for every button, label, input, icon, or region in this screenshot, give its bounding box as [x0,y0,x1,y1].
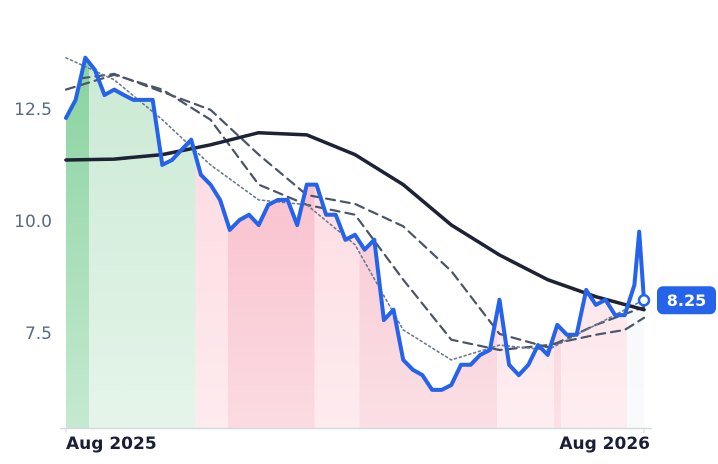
x-tick-label: Aug 2025 [66,434,157,454]
axes: 7.5 10.0 12.5 Aug 2025 Aug 2026 8.25 [14,100,716,454]
y-tick-label: 7.5 [25,324,52,344]
x-tick-label: Aug 2026 [559,434,650,454]
y-tick-label: 10.0 [14,212,52,232]
lines [64,55,646,392]
y-tick-label: 12.5 [14,100,52,120]
value-badge [657,286,716,315]
value-badge-label: 8.25 [667,291,706,310]
series-line [64,55,646,392]
last-point [637,294,651,307]
series-line [79,72,646,349]
